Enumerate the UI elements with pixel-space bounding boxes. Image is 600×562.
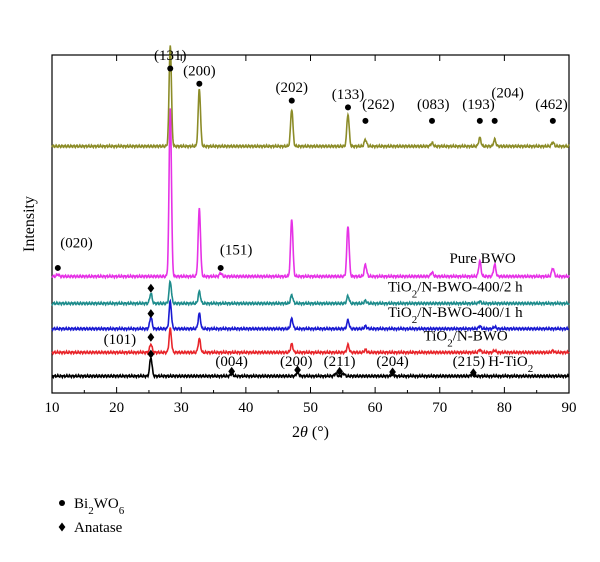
series-label: TiO2/N-BWO [424, 329, 508, 350]
bi2wo6-peak-marker [476, 117, 483, 124]
bi2wo6-peak-marker [344, 104, 351, 111]
x-tick-label: 80 [497, 400, 512, 416]
anatase-peak-marker [228, 366, 236, 376]
peak-annotation: (204) [491, 85, 524, 101]
x-tick-label: 90 [562, 400, 577, 416]
peak-annotation: (215) [453, 354, 486, 370]
legend-circle-marker [59, 500, 65, 506]
legend-label: Bi2WO6 [74, 496, 125, 517]
series-label: TiO2/N-BWO-400/2 h [388, 280, 523, 301]
anatase-peak-marker [294, 365, 301, 375]
peak-annotation: (200) [280, 354, 313, 370]
peak-annotation: (462) [535, 97, 568, 113]
peak-annotation: (131) [154, 48, 187, 64]
peak-annotation: (211) [324, 354, 356, 370]
series-label: TiO2/N-BWO-400/1 h [388, 305, 523, 326]
peak-annotation: (133) [332, 87, 365, 103]
series-layer [51, 45, 570, 380]
legend-label: Anatase [74, 520, 123, 536]
bi2wo6-peak-marker [54, 264, 61, 271]
x-tick-label: 60 [368, 400, 383, 416]
anatase-peak-marker [147, 283, 155, 293]
anatase-peak-marker [336, 366, 343, 376]
anatase-peak-marker [389, 367, 396, 377]
peak-annotation: (151) [220, 242, 253, 258]
x-tick-label: 10 [45, 400, 60, 416]
bi2wo6-peak-marker [217, 264, 224, 271]
bi2wo6-peak-marker [491, 117, 498, 124]
tick-layer: 10 20 30 40 50 60 70 80 90 [45, 55, 577, 416]
peak-annotation: (101) [104, 332, 137, 348]
anatase-peak-marker [469, 368, 477, 378]
anatase-peak-marker [147, 332, 155, 342]
peak-annotation: (083) [417, 97, 450, 113]
x-tick-label: 50 [303, 400, 318, 416]
series-line-3 [51, 279, 570, 307]
series-line-2 [51, 298, 570, 333]
peak-annotation: (262) [362, 97, 395, 113]
peak-annotation: (020) [60, 236, 93, 252]
x-tick-label: 30 [174, 400, 189, 416]
anatase-peak-marker [147, 349, 155, 359]
peak-annotation: (193) [462, 97, 495, 113]
peak-annotation: (004) [215, 354, 248, 370]
peak-annotation: (204) [376, 354, 409, 370]
peak-annotation: (200) [183, 63, 216, 79]
x-tick-label: 70 [432, 400, 447, 416]
bi2wo6-peak-marker [428, 117, 435, 124]
legend: Bi2WO6 Anatase [58, 496, 125, 536]
anatase-peak-marker [147, 309, 155, 319]
series-label: Pure BWO [449, 251, 515, 267]
x-tick-label: 40 [238, 400, 253, 416]
series-line-4 [51, 108, 570, 280]
peak-annotation: (202) [276, 80, 309, 96]
series-label: H-TiO2 [488, 354, 533, 375]
bi2wo6-peak-marker [362, 117, 369, 124]
bi2wo6-peak-marker [196, 80, 203, 87]
series-line-0 [51, 356, 570, 380]
marker-layer [54, 65, 556, 378]
bi2wo6-peak-marker [549, 117, 556, 124]
series-line-5 [51, 45, 570, 150]
series-line-1 [51, 327, 570, 356]
bi2wo6-peak-marker [167, 65, 174, 72]
x-tick-label: 20 [109, 400, 124, 416]
annotation-layer: (131)(200)(202) (133)(262) (083) (193)(204)… [60, 48, 567, 375]
legend-diamond-marker [58, 522, 66, 532]
bi2wo6-peak-marker [288, 97, 295, 104]
y-axis-label: Intensity [21, 196, 38, 252]
x-axis-label: 2θ (°) [292, 424, 329, 441]
